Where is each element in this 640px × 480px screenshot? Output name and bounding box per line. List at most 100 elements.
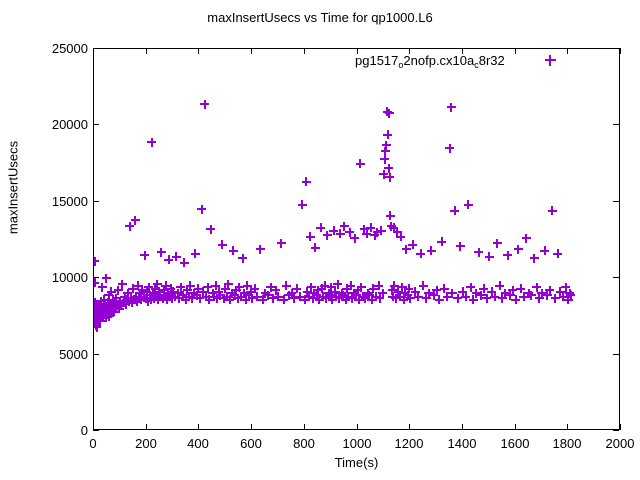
data-point <box>238 253 248 263</box>
data-point <box>326 282 336 292</box>
data-point <box>468 295 478 305</box>
data-point <box>271 285 281 295</box>
data-point <box>339 221 349 231</box>
data-point <box>367 295 377 305</box>
data-point <box>418 281 428 291</box>
data-point <box>393 287 403 297</box>
data-point <box>461 292 471 302</box>
data-point <box>314 295 324 305</box>
data-point <box>295 292 305 302</box>
data-point <box>364 290 374 300</box>
data-point <box>181 295 191 305</box>
data-point <box>162 295 172 305</box>
data-point <box>174 293 184 303</box>
data-point <box>273 292 283 302</box>
scatter-data-layer <box>94 49 619 429</box>
data-point <box>104 311 114 321</box>
data-point <box>192 290 202 300</box>
data-point <box>429 290 439 300</box>
x-tick-mark <box>304 48 305 54</box>
data-point <box>103 298 113 308</box>
data-point <box>98 311 108 321</box>
data-point <box>185 281 195 291</box>
data-point <box>227 288 237 298</box>
data-point <box>437 237 447 247</box>
data-point <box>532 282 542 292</box>
data-point <box>108 295 118 305</box>
data-point <box>396 232 406 242</box>
x-tick-mark <box>304 424 305 430</box>
data-point <box>317 284 327 294</box>
data-point <box>463 200 473 210</box>
chart-legend: pg1517o2nofp.cx10ac8r32 <box>355 50 556 70</box>
data-point <box>359 224 369 234</box>
data-point <box>123 288 133 298</box>
x-tick-mark <box>198 48 199 54</box>
x-tick-mark <box>409 48 410 54</box>
data-point <box>149 293 159 303</box>
data-point <box>106 308 116 318</box>
data-point <box>353 285 362 295</box>
data-point <box>513 244 523 254</box>
data-point <box>376 226 386 236</box>
data-point <box>258 295 268 305</box>
data-point <box>215 290 225 300</box>
data-point <box>347 293 357 303</box>
data-point <box>403 290 413 300</box>
data-point <box>391 293 401 303</box>
data-point <box>312 290 322 300</box>
data-point <box>341 295 351 305</box>
data-point <box>217 240 227 250</box>
data-point <box>241 295 251 305</box>
data-point <box>553 249 563 259</box>
data-point <box>308 293 318 303</box>
data-point <box>289 293 299 303</box>
data-point <box>148 288 158 298</box>
data-point <box>445 143 455 153</box>
data-point <box>505 290 515 300</box>
data-point <box>561 282 571 292</box>
data-point <box>167 293 177 303</box>
data-point <box>141 293 151 303</box>
data-point <box>362 229 372 239</box>
data-point <box>105 304 115 314</box>
data-point <box>375 293 385 303</box>
data-point <box>173 288 183 298</box>
data-point <box>400 288 410 298</box>
data-point <box>297 200 307 210</box>
x-tick-label: 2000 <box>605 436 635 451</box>
data-point <box>383 130 393 140</box>
data-point <box>211 281 221 291</box>
data-point <box>100 301 110 311</box>
data-point <box>474 247 484 257</box>
data-point <box>94 313 101 323</box>
data-point <box>380 154 390 164</box>
data-point <box>96 307 106 317</box>
data-point <box>120 292 130 302</box>
data-point <box>231 285 241 295</box>
data-point <box>453 293 463 303</box>
data-point <box>104 290 114 300</box>
data-point <box>325 290 335 300</box>
data-point <box>545 285 555 295</box>
data-point <box>94 318 101 327</box>
data-point <box>566 290 576 300</box>
data-point <box>198 287 208 297</box>
data-point <box>458 287 468 297</box>
data-point <box>524 288 534 298</box>
data-point <box>355 159 365 169</box>
x-tick-mark <box>620 48 621 54</box>
data-point <box>244 290 254 300</box>
x-tick-label: 200 <box>135 436 157 451</box>
data-point <box>266 282 276 292</box>
data-point <box>187 293 197 303</box>
data-point <box>165 290 175 300</box>
data-point <box>152 279 162 289</box>
data-point <box>94 302 103 312</box>
data-point <box>132 296 142 306</box>
x-tick-mark <box>93 424 94 430</box>
data-point <box>100 308 110 318</box>
x-tick-mark <box>251 48 252 54</box>
data-point <box>484 252 494 262</box>
data-point <box>313 285 323 295</box>
